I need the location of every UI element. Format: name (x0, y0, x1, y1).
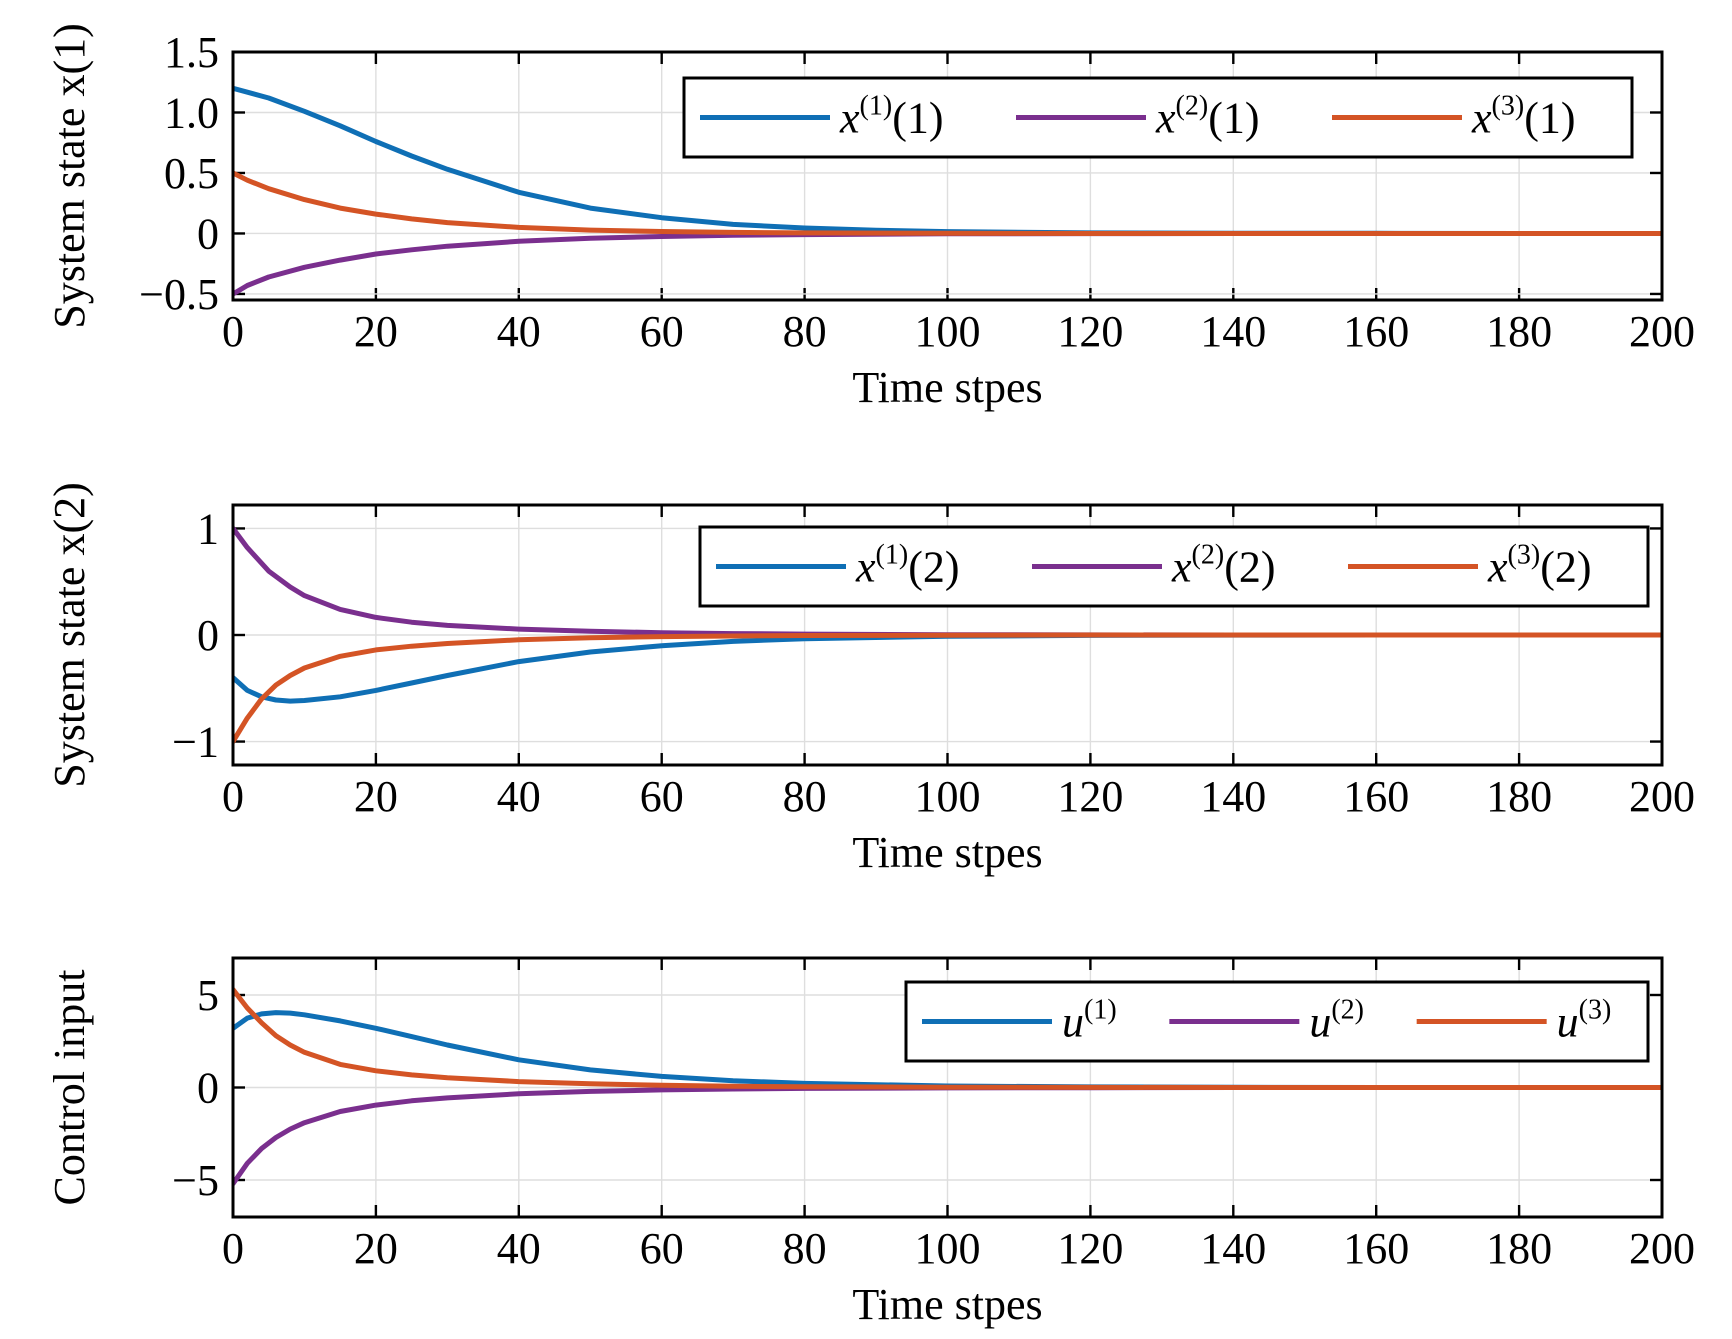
x-axis-title: Time stpes (852, 363, 1042, 412)
y-tick-label: 5 (197, 971, 219, 1020)
y-tick-label: 1.5 (164, 28, 219, 77)
y-tick-label: 0 (197, 1064, 219, 1113)
y-axis-title: System state x(2) (45, 482, 94, 788)
x-tick-label: 40 (497, 1224, 541, 1273)
x-tick-label: 160 (1343, 772, 1409, 821)
plot-frame (231, 956, 1664, 1219)
x-tick-label: 80 (783, 772, 827, 821)
y-tick-label: −1 (172, 718, 219, 767)
x-tick-label: 0 (222, 307, 244, 356)
x-tick-label: 180 (1486, 1224, 1552, 1273)
x-tick-label: 180 (1486, 307, 1552, 356)
legend-box (682, 76, 1634, 159)
x-tick-label: 60 (640, 1224, 684, 1273)
legend-label-3: u(3) (1557, 995, 1612, 1047)
x-tick-label: 40 (497, 772, 541, 821)
x-tick-label: 0 (222, 772, 244, 821)
y-tick-label: 1 (197, 504, 219, 553)
legend-label-3: x(3)(1) (1471, 91, 1576, 143)
legend-label-3: x(3)(2) (1487, 540, 1592, 592)
x-tick-label: 100 (915, 307, 981, 356)
x-tick-label: 200 (1629, 1224, 1695, 1273)
x-tick-label: 20 (354, 1224, 398, 1273)
x-tick-label: 20 (354, 772, 398, 821)
x-tick-label: 140 (1200, 772, 1266, 821)
series-line-3 (233, 170, 1662, 236)
x-tick-label: 80 (783, 307, 827, 356)
x-tick-label: 80 (783, 1224, 827, 1273)
x-tick-label: 180 (1486, 772, 1552, 821)
y-tick-label: 1.0 (164, 88, 219, 137)
x-tick-label: 120 (1057, 307, 1123, 356)
x-tick-label: 100 (915, 772, 981, 821)
y-tick-label: −5 (172, 1156, 219, 1205)
y-tick-label: 0 (197, 611, 219, 660)
legend: u(1) u(2) u(3) (904, 980, 1650, 1063)
legend-label-1: u(1) (1062, 995, 1117, 1047)
x-tick-label: 0 (222, 1224, 244, 1273)
y-tick-label: 0 (197, 209, 219, 258)
legend-box (698, 525, 1650, 608)
x-tick-label: 60 (640, 772, 684, 821)
plot-frame (231, 503, 1664, 767)
x-tick-label: 60 (640, 307, 684, 356)
legend-label-1: x(1)(2) (855, 540, 960, 592)
y-tick-label: −0.5 (139, 270, 219, 319)
plot-frame (231, 50, 1664, 302)
legend-label-1: x(1)(1) (839, 91, 944, 143)
y-axis-title: Control input (45, 970, 94, 1206)
x-tick-label: 140 (1200, 307, 1266, 356)
series-line-3 (233, 632, 1662, 745)
legend-label-2: x(2)(1) (1155, 91, 1260, 143)
x-axis-title: Time stpes (852, 1280, 1042, 1329)
series-line-3 (233, 987, 1662, 1090)
legend-label-2: x(2)(2) (1171, 540, 1276, 592)
x-tick-label: 40 (497, 307, 541, 356)
y-axis-title: System state x(1) (45, 23, 94, 329)
legend-label-2: u(2) (1309, 995, 1364, 1047)
x-tick-label: 140 (1200, 1224, 1266, 1273)
legend: x(1)(2) x(2)(2) x(3)(2) (698, 525, 1650, 608)
x-tick-label: 120 (1057, 1224, 1123, 1273)
y-tick-label: 0.5 (164, 149, 219, 198)
x-tick-label: 120 (1057, 772, 1123, 821)
x-tick-label: 200 (1629, 307, 1695, 356)
x-tick-label: 20 (354, 307, 398, 356)
chart-panel-1: 0 20 40 60 80 100 120 140 160 180 2001.51.00.50−0.… (45, 23, 1695, 412)
x-tick-label: 100 (915, 1224, 981, 1273)
x-tick-label: 200 (1629, 772, 1695, 821)
x-axis-title: Time stpes (852, 828, 1042, 877)
x-tick-label: 160 (1343, 1224, 1409, 1273)
legend: x(1)(1) x(2)(1) x(3)(1) (682, 76, 1634, 159)
x-tick-label: 160 (1343, 307, 1409, 356)
